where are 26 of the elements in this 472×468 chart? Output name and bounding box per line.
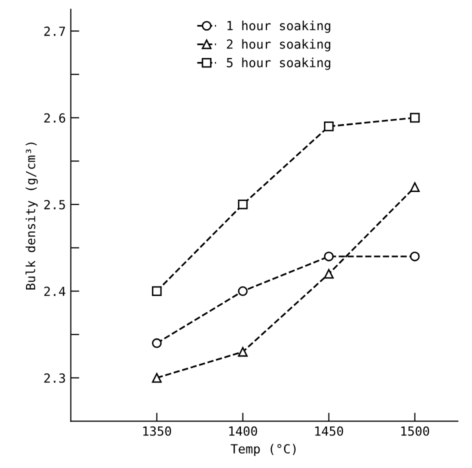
- y-axis-title: Bulk density (g/cm³): [26, 142, 38, 290]
- point: [324, 122, 334, 132]
- point: [238, 346, 248, 357]
- point: [410, 182, 420, 192]
- point: [152, 286, 162, 296]
- legend-label: 2 hour soaking: [226, 39, 330, 52]
- point: [324, 268, 334, 279]
- legend-label: 1 hour soaking: [228, 20, 330, 33]
- point: [152, 338, 162, 348]
- point: [238, 200, 248, 210]
- y-tick-label: 2.7: [44, 26, 65, 36]
- x-tick-label: 1400: [229, 426, 258, 436]
- y-tick-label: 2.4: [44, 286, 66, 296]
- y-tick-label: 2.5: [44, 200, 65, 210]
- x-tick-label: 1450: [315, 426, 344, 436]
- point: [238, 286, 248, 296]
- point: [152, 372, 162, 383]
- x-tick-label: 1500: [401, 426, 430, 436]
- y-tick-label: 2.3: [44, 373, 65, 383]
- x-tick-label: 1350: [143, 426, 172, 436]
- point: [410, 112, 420, 123]
- x-axis-title: Temp (°C): [230, 444, 296, 456]
- legend-label: 5 hour soaking: [226, 58, 330, 70]
- point: [324, 252, 334, 262]
- point: [410, 252, 420, 262]
- y-tick-label: 2.6: [44, 113, 66, 123]
